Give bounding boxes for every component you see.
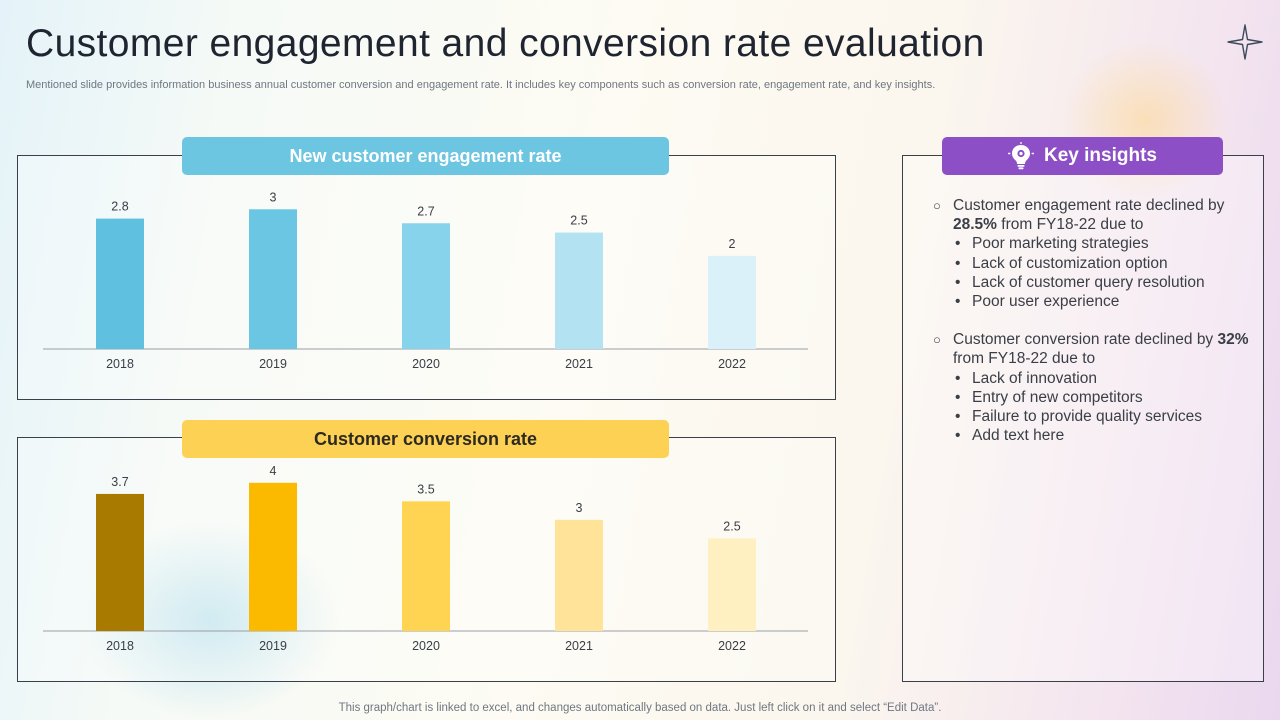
x-tick-label-2019: 2019 — [259, 639, 287, 653]
bar-2020 — [402, 223, 450, 349]
x-tick-label-2021: 2021 — [565, 639, 593, 653]
engagement-bar-chart[interactable]: 2.8 2018 3 2019 2.7 2020 2.5 2021 2 2022 — [18, 156, 835, 399]
insight-text: Customer conversion rate declined by 32%… — [953, 331, 1249, 368]
data-label-2020: 2.7 — [417, 204, 434, 218]
data-label-2019: 4 — [270, 464, 277, 478]
data-label-2022: 2 — [729, 237, 736, 251]
list-item: Entry of new competitors — [953, 388, 1253, 407]
insights-title: Key insights — [1044, 145, 1157, 166]
insight-conversion: ○ Customer conversion rate declined by 3… — [933, 330, 1253, 445]
list-item: Lack of customer query resolution — [953, 273, 1253, 292]
data-label-2020: 3.5 — [417, 482, 434, 496]
bar-2019 — [249, 209, 297, 349]
bar-2020 — [402, 501, 450, 631]
list-item: Poor user experience — [953, 292, 1253, 311]
insight-text: Customer engagement rate declined by 28.… — [953, 197, 1225, 234]
insight-reasons: Poor marketing strategies Lack of custom… — [953, 234, 1253, 311]
x-tick-label-2018: 2018 — [106, 357, 134, 371]
circle-bullet-icon: ○ — [933, 332, 941, 348]
x-tick-label-2020: 2020 — [412, 639, 440, 653]
circle-bullet-icon: ○ — [933, 198, 941, 213]
x-tick-label-2020: 2020 — [412, 357, 440, 371]
page-subtitle: Mentioned slide provides information bus… — [26, 79, 936, 91]
bar-2022 — [708, 255, 756, 349]
x-tick-label-2022: 2022 — [718, 357, 746, 371]
page-title: Customer engagement and conversion rate … — [26, 22, 985, 65]
x-tick-label-2019: 2019 — [259, 357, 287, 371]
sparkle-icon — [1227, 24, 1263, 60]
data-label-2021: 3 — [576, 501, 583, 515]
insights-list: ○ Customer engagement rate declined by 2… — [933, 196, 1253, 464]
list-item: Lack of innovation — [953, 369, 1253, 388]
list-item: Failure to provide quality services — [953, 407, 1253, 426]
bar-2018 — [96, 218, 144, 349]
data-label-2018: 2.8 — [111, 200, 128, 214]
engagement-chart-panel: 2.8 2018 3 2019 2.7 2020 2.5 2021 2 2022 — [17, 155, 836, 400]
bar-2021 — [555, 232, 603, 349]
x-tick-label-2022: 2022 — [718, 639, 746, 653]
insight-engagement: ○ Customer engagement rate declined by 2… — [933, 196, 1253, 311]
list-item: Lack of customization option — [953, 254, 1253, 273]
insights-header: Key insights — [942, 137, 1223, 175]
insight-percent: 32% — [1217, 331, 1249, 349]
footer-note: This graph/chart is linked to excel, and… — [338, 702, 942, 714]
conversion-chart-panel: 3.7 2018 4 2019 3.5 2020 3 2021 2.5 2022 — [17, 437, 836, 682]
bar-2022 — [708, 538, 756, 631]
engagement-chart-title: New customer engagement rate — [182, 137, 669, 175]
insight-reasons: Lack of innovation Entry of new competit… — [953, 369, 1253, 446]
list-item: Add text here — [953, 426, 1253, 445]
bar-2018 — [96, 493, 144, 631]
insight-percent: 28.5% — [953, 216, 997, 234]
conversion-bar-chart[interactable]: 3.7 2018 4 2019 3.5 2020 3 2021 2.5 2022 — [18, 438, 835, 681]
x-tick-label-2021: 2021 — [565, 357, 593, 371]
bar-2021 — [555, 519, 603, 631]
bar-2019 — [249, 482, 297, 631]
list-item: Poor marketing strategies — [953, 234, 1253, 253]
data-label-2022: 2.5 — [723, 519, 740, 533]
conversion-chart-title: Customer conversion rate — [182, 420, 669, 458]
x-tick-label-2018: 2018 — [106, 639, 134, 653]
data-label-2019: 3 — [270, 190, 277, 204]
lightbulb-gear-icon — [1008, 142, 1034, 170]
data-label-2018: 3.7 — [111, 475, 128, 489]
data-label-2021: 2.5 — [570, 214, 587, 228]
